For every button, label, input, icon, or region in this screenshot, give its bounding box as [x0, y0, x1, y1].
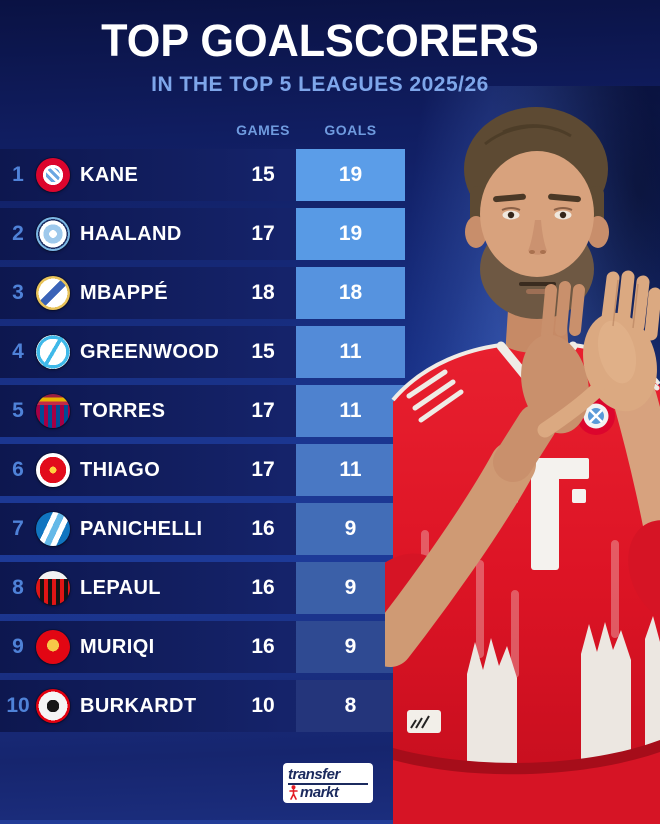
goals-value: 11 — [296, 385, 405, 437]
table-row: 4 GREENWOOD 15 11 — [0, 326, 405, 378]
kane-illustration — [354, 107, 660, 824]
games-value: 16 — [251, 517, 275, 540]
player-name: BURKARDT — [80, 695, 197, 717]
goals-value: 18 — [296, 267, 405, 319]
table-row: 7 PANICHELLI 16 9 — [0, 503, 405, 555]
table-row: 6 THIAGO 17 11 — [0, 444, 405, 496]
club-badge-barcelona-icon — [36, 394, 70, 428]
goals-value: 19 — [296, 149, 405, 201]
transfermarkt-mannequin-icon — [289, 784, 298, 800]
games-value: 18 — [251, 281, 275, 304]
club-badge-mallorca-icon — [36, 630, 70, 664]
table-row: 8 LEPAUL 16 9 — [0, 562, 405, 614]
goals-value: 9 — [296, 503, 405, 555]
rank-label: 9 — [12, 635, 24, 658]
column-header-goals: GOALS — [324, 122, 377, 138]
club-badge-bayern-munich-icon — [36, 158, 70, 192]
player-name: HAALAND — [80, 223, 182, 245]
transfermarkt-logo: transfer markt — [283, 763, 373, 803]
games-value: 16 — [251, 576, 275, 599]
games-value: 10 — [251, 694, 275, 717]
games-value: 17 — [251, 399, 275, 422]
table-row: 2 HAALAND 17 19 — [0, 208, 405, 260]
games-value: 17 — [251, 458, 275, 481]
player-name: MBAPPÉ — [80, 282, 168, 304]
table-row: 1 KANE 15 19 — [0, 149, 405, 201]
rank-label: 6 — [12, 458, 24, 481]
rank-label: 4 — [12, 340, 24, 363]
club-badge-real-madrid-icon — [36, 276, 70, 310]
games-value: 16 — [251, 635, 275, 658]
games-value: 17 — [251, 222, 275, 245]
club-badge-marseille-icon — [36, 335, 70, 369]
column-header-games: GAMES — [236, 122, 290, 138]
club-badge-brentford-icon — [36, 453, 70, 487]
table-row: 3 MBAPPÉ 18 18 — [0, 267, 405, 319]
page-title: TOP GOALSCORERS — [101, 15, 539, 66]
rank-label: 7 — [12, 517, 24, 540]
rank-label: 8 — [12, 576, 24, 599]
club-badge-strasbourg-icon — [36, 512, 70, 546]
games-value: 15 — [251, 163, 275, 186]
page-subtitle: IN THE TOP 5 LEAGUES 2025/26 — [151, 73, 489, 96]
player-name: GREENWOOD — [80, 341, 220, 363]
transfermarkt-logo-text-top: transfer — [288, 766, 368, 785]
player-name: MURIQI — [80, 636, 155, 658]
goals-value: 8 — [296, 680, 405, 732]
player-name: TORRES — [80, 400, 166, 422]
transfermarkt-logo-text-bottom: markt — [300, 783, 339, 801]
club-badge-manchester-city-icon — [36, 217, 70, 251]
games-value: 15 — [251, 340, 275, 363]
table-row: 10 BURKARDT 10 8 — [0, 680, 405, 732]
goals-value: 11 — [296, 326, 405, 378]
player-name: KANE — [80, 164, 139, 186]
table-row: 9 MURIQI 16 9 — [0, 621, 405, 673]
goals-value: 11 — [296, 444, 405, 496]
club-badge-rennes-icon — [36, 571, 70, 605]
club-badge-eintracht-frankfurt-icon — [36, 689, 70, 723]
rank-label: 2 — [12, 222, 24, 245]
rank-label: 10 — [6, 694, 30, 717]
player-name: THIAGO — [80, 459, 161, 481]
goals-value: 19 — [296, 208, 405, 260]
rank-label: 3 — [12, 281, 24, 304]
rank-label: 1 — [12, 163, 24, 186]
player-name: PANICHELLI — [80, 518, 203, 540]
player-photo-harry-kane — [354, 94, 660, 824]
table-row: 5 TORRES 17 11 — [0, 385, 405, 437]
player-name: LEPAUL — [80, 577, 161, 599]
rank-label: 5 — [12, 399, 24, 422]
